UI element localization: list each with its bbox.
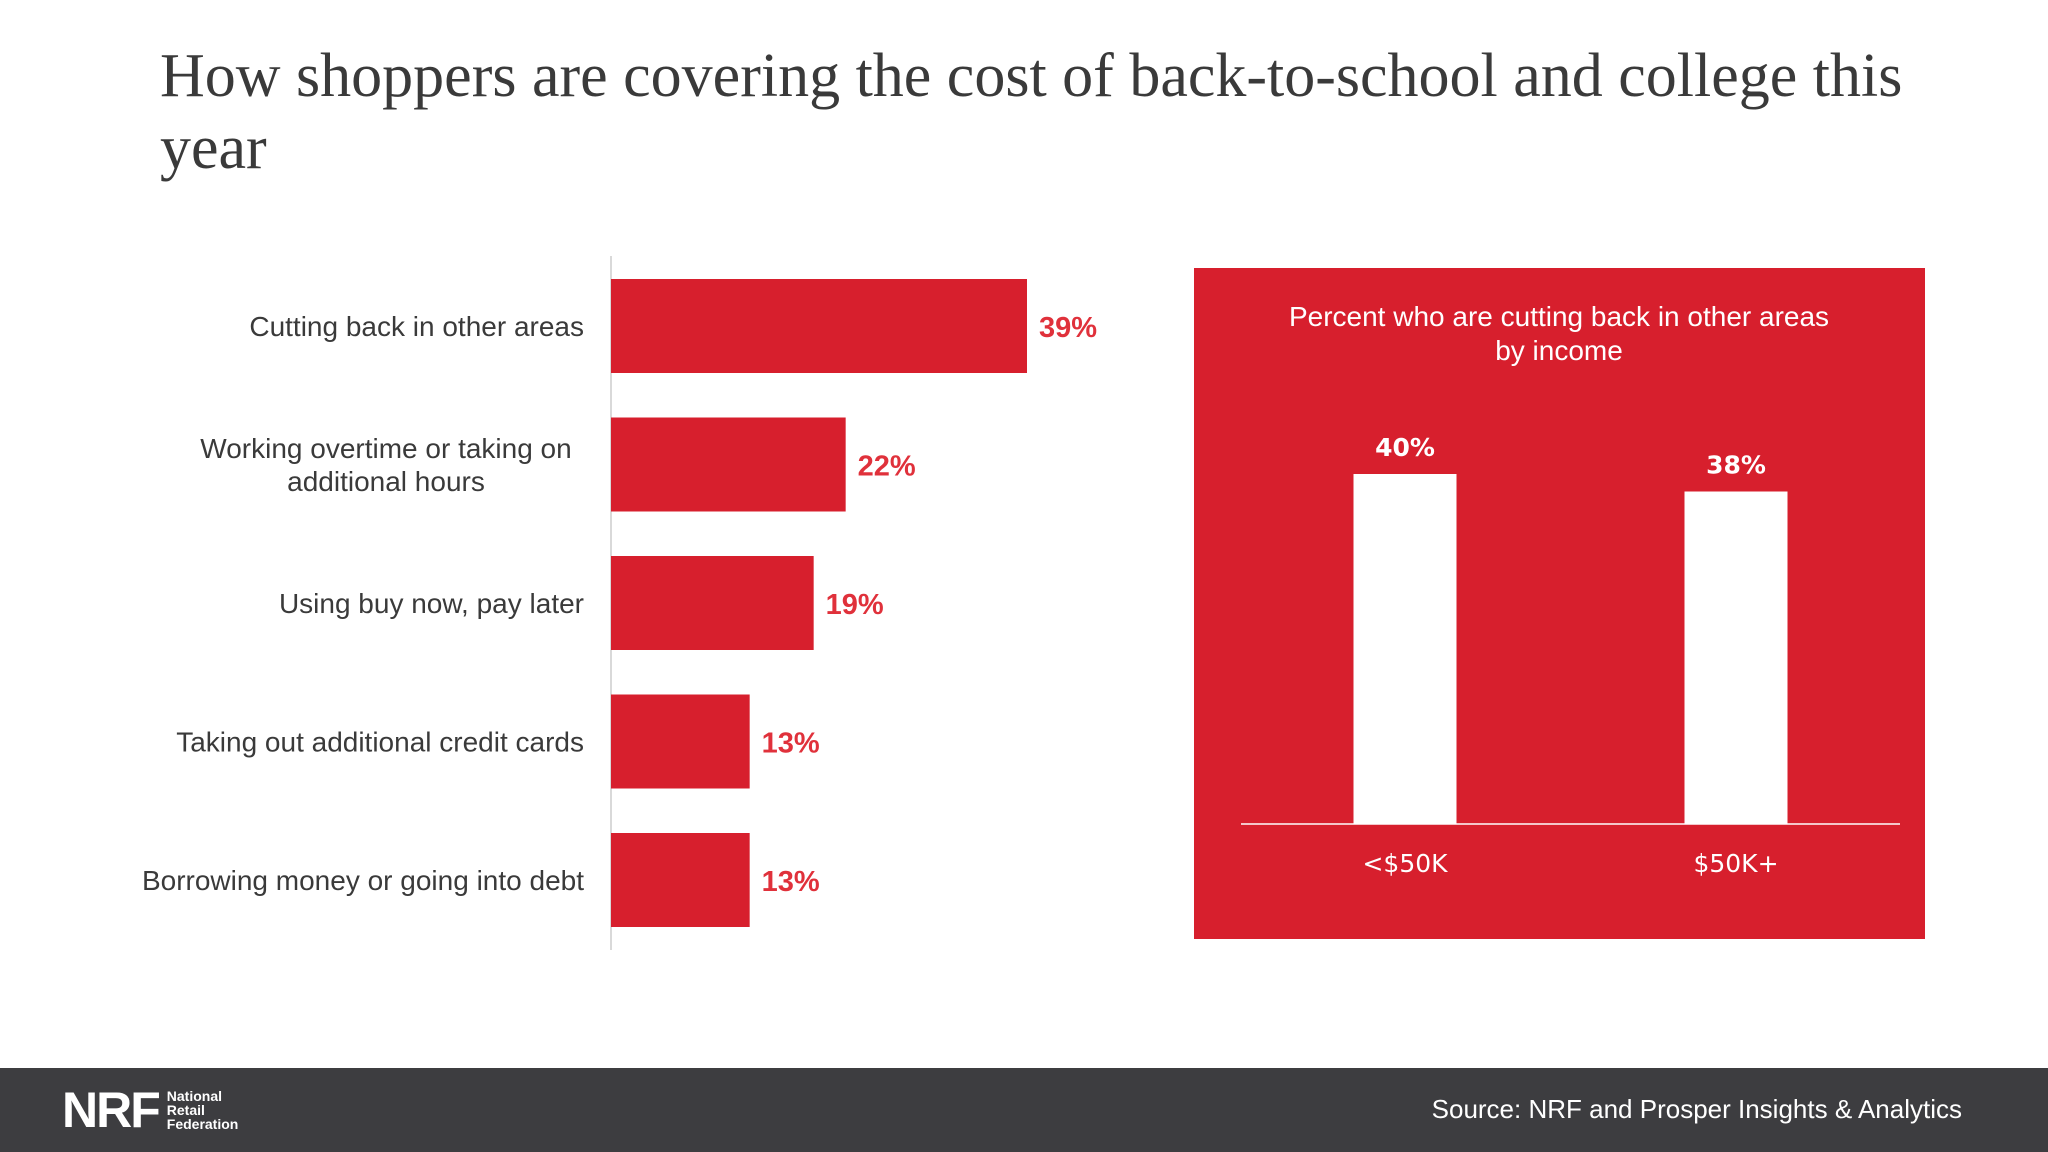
income-bar-0 — [1353, 474, 1457, 824]
logo-line-3: Federation — [166, 1116, 239, 1132]
page-title: How shoppers are covering the cost of ba… — [160, 42, 1903, 182]
bar-2 — [611, 556, 814, 650]
bar-0 — [611, 279, 1027, 373]
nrf-logo: NRF National Retail Federation — [62, 1082, 239, 1138]
logo-line-1: National — [166, 1088, 222, 1104]
income-value-label-0: 40% — [1375, 433, 1435, 462]
chart-title: Percent who are cutting back in other ar… — [1289, 301, 1829, 332]
category-label-3: Taking out additional credit cards — [176, 727, 584, 758]
bar-3 — [611, 694, 750, 789]
income-value-label-1: 38% — [1706, 451, 1766, 480]
bar-1 — [611, 417, 846, 512]
chart-subtitle: by income — [1495, 335, 1623, 366]
horizontal-bar-chart: 39% Cutting back in other areas 22% Working… — [142, 256, 1097, 950]
income-category-label-1: $50K+ — [1693, 849, 1778, 878]
vertical-bar-chart: Percent who are cutting back in other ar… — [1241, 301, 1900, 878]
category-label-0: Cutting back in other areas — [249, 311, 584, 342]
bar-value-label-3: 13% — [762, 728, 820, 760]
bar-value-label-2: 19% — [826, 589, 884, 621]
source-note: Source: NRF and Prosper Insights & Analy… — [1431, 1094, 1962, 1124]
income-bar-1 — [1684, 491, 1788, 824]
bar-value-label-4: 13% — [762, 866, 820, 898]
bar-value-label-0: 39% — [1039, 312, 1097, 344]
logo-line-2: Retail — [166, 1102, 205, 1118]
category-label-2: Using buy now, pay later — [279, 588, 584, 619]
logo-text: National Retail Federation — [167, 1089, 239, 1131]
logo-mark: NRF — [62, 1082, 161, 1138]
bar-value-label-1: 22% — [858, 451, 916, 483]
category-label-1-line-0: Working overtime or taking on — [200, 433, 571, 464]
footer: NRF National Retail Federation Source: N… — [0, 1068, 2048, 1152]
category-label-1-line-1: additional hours — [287, 466, 485, 497]
category-label-4: Borrowing money or going into debt — [142, 865, 584, 896]
bar-4 — [611, 833, 750, 927]
income-chart-panel: Percent who are cutting back in other ar… — [1194, 268, 1925, 939]
income-category-label-0: <$50K — [1362, 849, 1448, 878]
